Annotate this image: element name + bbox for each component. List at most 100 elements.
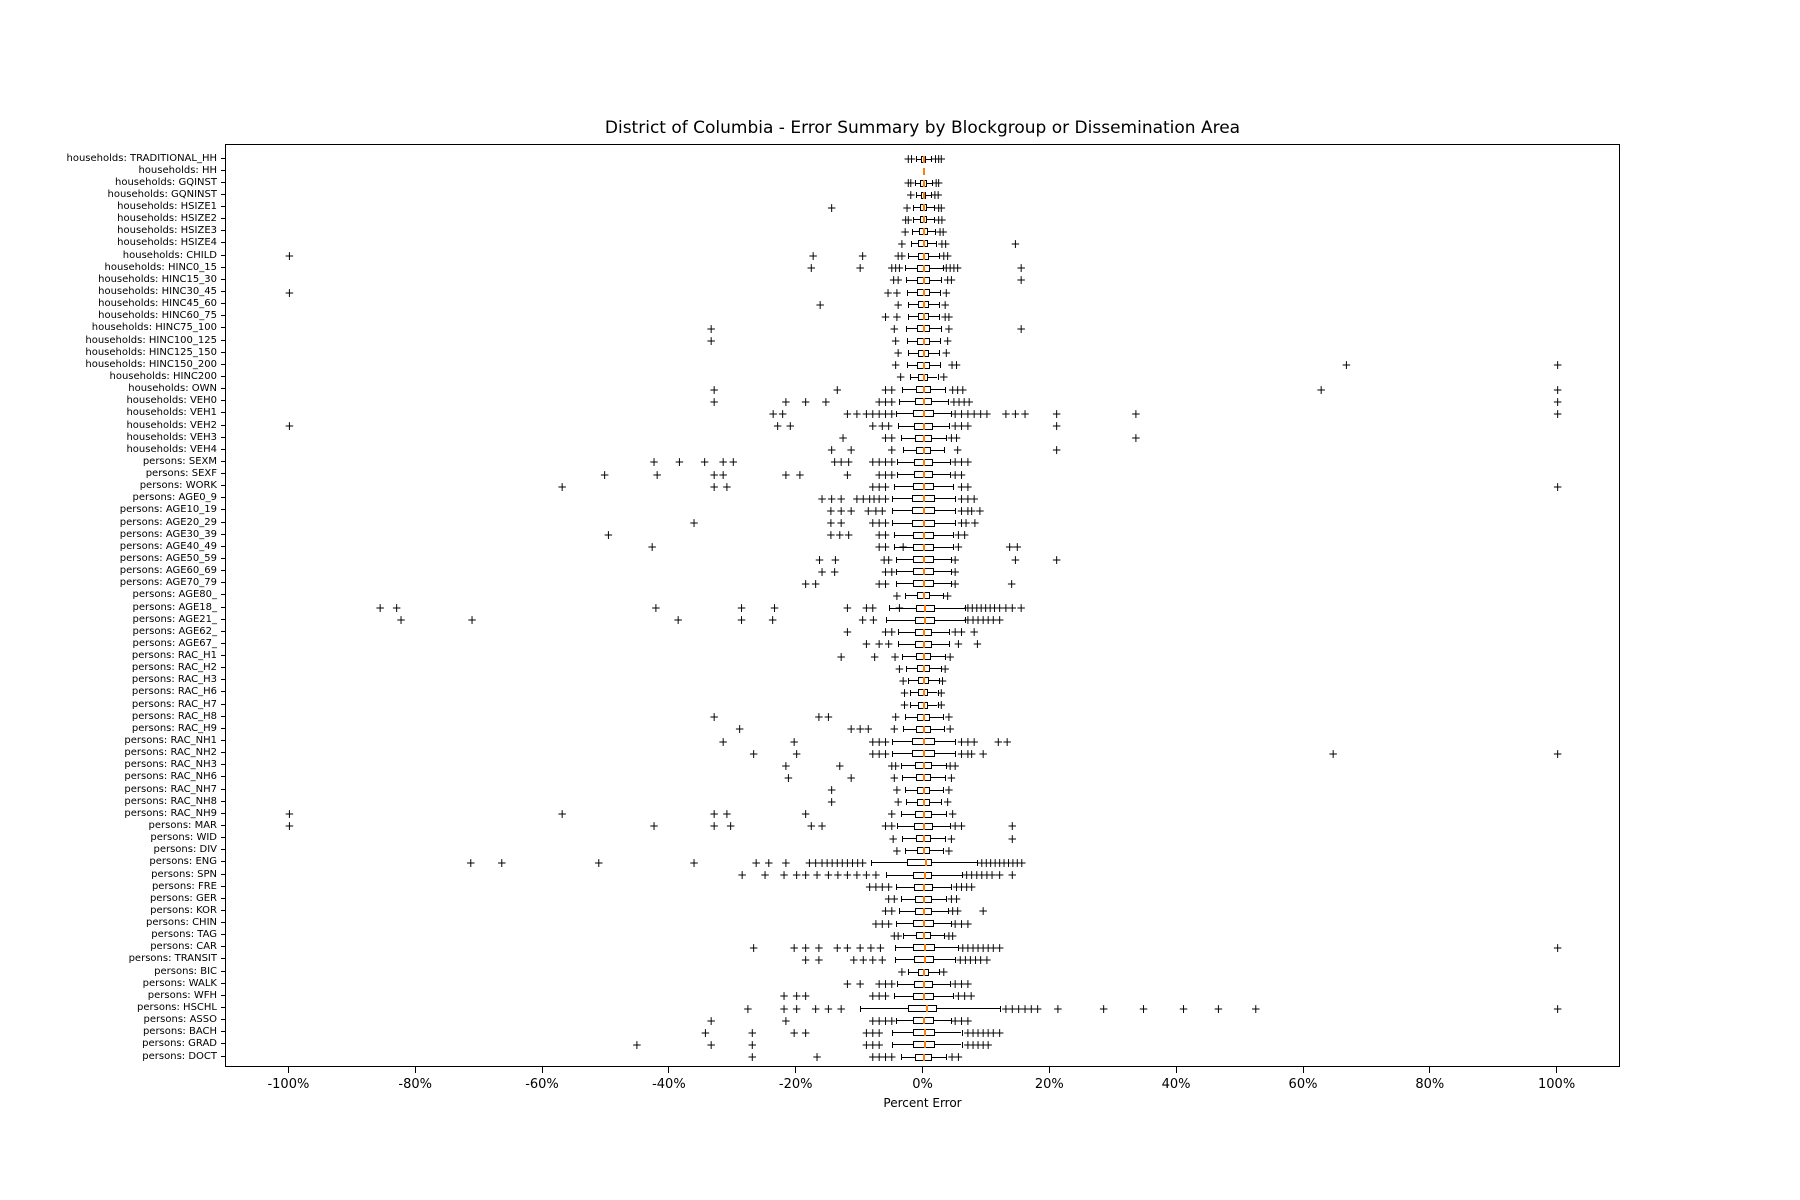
flier-marker: + (957, 382, 968, 397)
flier-marker: + (945, 649, 956, 664)
flier-marker: + (827, 855, 838, 870)
median-line (922, 349, 925, 357)
flier-marker: + (861, 1025, 872, 1040)
flier-marker: + (867, 989, 878, 1004)
flier-marker: + (785, 419, 796, 433)
flier-marker: + (1012, 855, 1023, 870)
flier-marker: + (874, 734, 885, 749)
whisker-cap-high (946, 811, 948, 818)
flier-marker: + (950, 455, 961, 470)
flier-marker: + (946, 892, 957, 907)
y-tick-mark (221, 181, 225, 183)
y-tick-mark (221, 655, 225, 656)
box (912, 1041, 936, 1049)
whisker-cap-high (941, 325, 943, 332)
flier-marker: + (981, 855, 992, 870)
y-tick-label: persons: RAC_NH6 (124, 771, 217, 783)
flier-marker: + (284, 285, 295, 300)
flier-marker: + (857, 249, 868, 264)
median-line (922, 446, 925, 454)
y-tick-mark (221, 448, 225, 450)
whisker-cap-low (891, 507, 893, 514)
whisker-cap-low (891, 495, 893, 502)
flier-marker: + (950, 916, 961, 931)
flier-marker: + (880, 819, 891, 834)
flier-marker: + (880, 904, 891, 919)
flier-marker: + (874, 516, 885, 531)
flier-marker: + (950, 564, 961, 579)
whisker-cap-low (909, 689, 911, 696)
y-tick-label: households: VEH0 (126, 395, 217, 407)
whisker-cap-high (933, 204, 935, 211)
flier-marker: + (886, 394, 897, 409)
flier-marker: + (1002, 734, 1013, 749)
flier-marker: + (945, 722, 956, 737)
y-tick-label: households: HINC75_100 (91, 322, 217, 334)
flier-marker: + (880, 746, 891, 761)
y-tick-mark (221, 618, 225, 620)
flier-marker: + (962, 479, 973, 494)
flier-marker: + (933, 200, 944, 215)
flier-marker: + (734, 722, 745, 737)
flier-marker: + (880, 394, 891, 409)
median-line (922, 738, 925, 745)
flier-marker: + (874, 576, 885, 591)
flier-marker: + (800, 940, 811, 955)
whisker-cap-high (945, 386, 947, 393)
flier-marker: + (728, 455, 739, 470)
flier-marker: + (896, 249, 907, 264)
flier-marker: + (962, 734, 973, 749)
flier-marker: + (867, 1037, 878, 1052)
whisker-cap-high (951, 410, 953, 417)
median-line (922, 798, 925, 806)
y-tick-mark (221, 206, 225, 207)
flier-marker: + (956, 746, 967, 761)
flier-marker: + (988, 940, 999, 955)
flier-marker: + (778, 989, 790, 1004)
whisker-cap-high (941, 799, 943, 806)
flier-marker: + (956, 880, 967, 895)
median-line (922, 458, 925, 466)
flier-marker: + (943, 309, 954, 324)
flier-marker: + (742, 1001, 753, 1016)
y-tick-label: persons: KOR (150, 904, 217, 916)
y-tick-mark (221, 242, 225, 244)
flier-marker: + (953, 528, 964, 543)
y-tick-mark (221, 473, 225, 474)
whisker-cap-high (952, 532, 954, 539)
flier-marker: + (994, 601, 1005, 615)
flier-marker: + (816, 855, 828, 870)
whisker-cap-high (942, 265, 944, 272)
y-tick-mark (221, 776, 225, 778)
median-line (922, 895, 925, 903)
flier-marker: + (557, 807, 568, 822)
y-tick-mark (221, 582, 225, 584)
flier-marker: + (1026, 1001, 1037, 1016)
flier-marker: + (888, 273, 899, 288)
flier-marker: + (810, 1001, 821, 1016)
flier-marker: + (800, 394, 811, 409)
y-tick-label: persons: RAC_NH9 (124, 807, 217, 819)
flier-marker: + (857, 855, 868, 870)
flier-marker: + (759, 868, 771, 882)
flier-marker: + (870, 868, 881, 882)
whisker-cap-high (943, 932, 945, 939)
flier-marker: + (890, 261, 901, 276)
flier-marker: + (836, 455, 847, 470)
flier-marker: + (940, 309, 951, 324)
flier-marker: + (983, 940, 994, 955)
whisker-cap-high (941, 665, 943, 672)
whisker-cap-low (894, 532, 896, 539)
flier-marker: + (1007, 601, 1018, 615)
whisker-cap-high (946, 1054, 948, 1060)
x-tick-label: 40% (1161, 1077, 1191, 1092)
flier-marker: + (834, 528, 845, 543)
whisker-cap-high (961, 872, 963, 878)
flier-marker: + (962, 1013, 973, 1028)
flier-marker: + (1552, 746, 1563, 761)
flier-marker: + (1016, 261, 1027, 276)
y-tick-label: persons: RAC_H8 (131, 710, 217, 722)
whisker-cap-low (894, 993, 896, 1000)
flier-marker: + (947, 904, 958, 919)
median-line (922, 434, 925, 442)
